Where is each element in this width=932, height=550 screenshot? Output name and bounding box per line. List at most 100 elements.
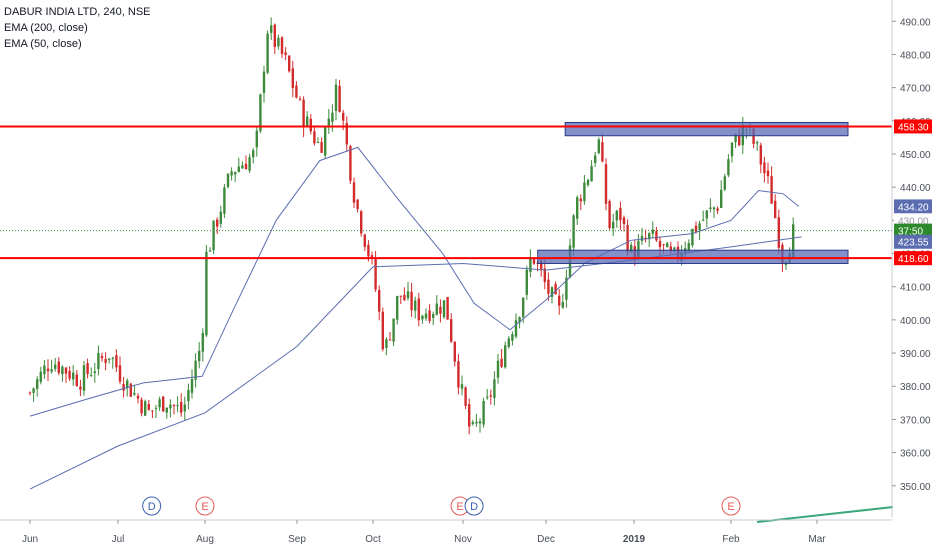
candle-body [522, 297, 525, 318]
candle-body [558, 295, 561, 306]
time-tick-label: 2019 [623, 534, 646, 545]
candle-body [100, 356, 104, 359]
candle-body [320, 142, 323, 153]
candle-body [457, 361, 460, 388]
candle-body [36, 379, 39, 389]
event-letter: E [456, 501, 463, 513]
candle-body [709, 207, 712, 210]
candle-body [421, 315, 424, 320]
candle-body [165, 407, 168, 413]
candle-body [410, 291, 413, 311]
price-label-last[interactable]: 37:50 [894, 223, 932, 238]
candle-body [583, 182, 586, 202]
candle-body [86, 363, 89, 375]
candle-body [194, 360, 197, 380]
price-tick-label: 380.00 [900, 382, 931, 393]
candle-body [244, 163, 248, 170]
candle-body [414, 300, 417, 311]
candle-body [280, 37, 284, 54]
candle-body [262, 71, 266, 93]
candle-body [68, 371, 71, 379]
candle-body [669, 246, 672, 252]
candle-body [255, 130, 258, 148]
candle-body [79, 386, 82, 390]
price-label-text: 37:50 [898, 227, 923, 238]
price-tick-label: 360.00 [900, 449, 931, 460]
event-letter: E [727, 501, 734, 513]
price-label-ema[interactable]: 423.55 [894, 234, 932, 249]
price-axis[interactable]: 350.00 360.00 370.00 380.00 390.00 400.00 410.… [891, 0, 932, 517]
event-letter: D [148, 501, 156, 513]
candle-body [705, 210, 708, 219]
dividend-event-marker[interactable]: D [464, 496, 484, 516]
candle-body [72, 372, 75, 380]
candle-body [378, 289, 381, 312]
candle-body [442, 300, 446, 318]
price-label-text: 418.60 [898, 254, 929, 265]
time-axis[interactable]: Jun Jul Aug Sep Oct Nov Dec 2019 Feb Mar [0, 519, 892, 545]
candle-body [345, 123, 348, 145]
candle-body [687, 243, 690, 250]
candle-body [608, 201, 611, 228]
candle-body [223, 187, 226, 214]
candle-body [482, 400, 485, 425]
candle-body [450, 319, 453, 342]
price-label-ema[interactable]: 434.20 [894, 199, 932, 214]
candle-body [619, 207, 622, 221]
candle-body [237, 166, 240, 172]
ema200-legend[interactable]: EMA (200, close) [4, 22, 88, 34]
candle-body [169, 404, 172, 409]
candle-body [248, 157, 251, 171]
candle-body [417, 298, 420, 321]
event-circle [195, 496, 215, 516]
candle-body [270, 25, 273, 33]
candle-body [252, 150, 255, 158]
candle-body [702, 219, 705, 221]
candle-body [54, 364, 57, 369]
time-tick-label: Feb [722, 534, 740, 545]
candle-body [547, 279, 550, 294]
support-zone[interactable] [537, 249, 849, 264]
candle-body [90, 374, 93, 376]
candle-body [525, 269, 528, 295]
symbol-title[interactable]: DABUR INDIA LTD, 240, NSE [4, 6, 151, 18]
ema50-legend[interactable]: EMA (50, close) [4, 38, 82, 50]
dividend-event-marker[interactable]: D [142, 496, 162, 516]
candle-body [597, 139, 600, 153]
candle-body [774, 200, 777, 218]
time-tick-label: Nov [454, 534, 472, 545]
price-label-text: 434.20 [898, 202, 929, 213]
candle-body [111, 357, 114, 359]
candle-body [154, 408, 158, 410]
candle-body [518, 317, 521, 323]
candle-body [363, 234, 366, 247]
candle-body [349, 146, 352, 181]
candle-body [486, 396, 489, 398]
candle-body [540, 260, 543, 271]
candle-body [180, 402, 183, 413]
candle-body [565, 277, 568, 300]
candle-body [356, 199, 359, 209]
candle-body [306, 116, 309, 127]
candle-body [212, 220, 215, 251]
candle-body [561, 302, 564, 308]
price-label-bg [894, 199, 932, 214]
candle-body [673, 247, 676, 250]
candle-body [730, 142, 734, 157]
price-label-line[interactable]: 458.30 [894, 119, 932, 133]
candle-body [241, 165, 244, 169]
resistance-zone[interactable] [564, 121, 849, 137]
candle-body [338, 85, 341, 112]
candle-body [122, 383, 125, 391]
candle-body [309, 118, 312, 132]
candle-body [392, 318, 395, 342]
candle-body [590, 165, 593, 182]
price-tick-label: 470.00 [900, 84, 931, 95]
price-label-line[interactable]: 418.60 [894, 251, 932, 266]
earnings-event-marker[interactable]: E [195, 496, 215, 516]
candle-body [144, 401, 147, 416]
candle-body [504, 345, 507, 368]
earnings-event-marker[interactable]: E [721, 496, 741, 516]
